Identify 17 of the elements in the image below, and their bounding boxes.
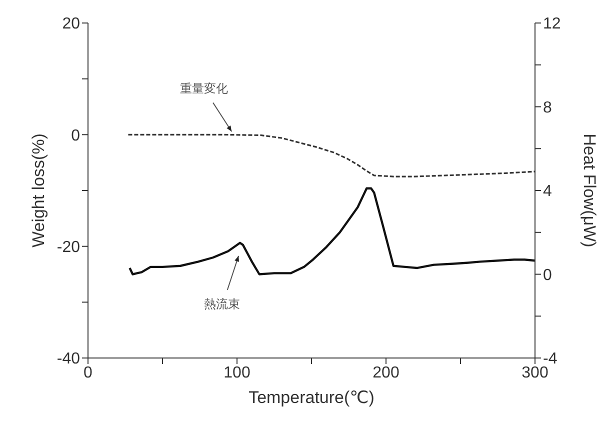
- x-tick-label: 200: [372, 364, 400, 382]
- x-tick-label: 100: [224, 364, 250, 382]
- y-tick-label: -20: [56, 239, 80, 256]
- x-axis-title: Temperature(℃): [248, 388, 374, 407]
- y-axis-title: Weight loss(%): [29, 134, 48, 248]
- y2-axis-title: Heat Flow(μW): [580, 134, 599, 248]
- y-tick-label: -40: [56, 350, 80, 368]
- x-tick-label: 0: [84, 364, 93, 382]
- annotation: 重量変化: [180, 82, 228, 96]
- y2-tick-label: 4: [543, 183, 552, 200]
- y2-tick-label: 8: [543, 99, 552, 116]
- y-tick-label: 0: [71, 127, 80, 144]
- y-tick-label: 20: [62, 16, 80, 33]
- y2-tick-label: 12: [543, 16, 561, 33]
- annotation: 熱流束: [204, 296, 240, 311]
- y2-tick-label: 0: [543, 266, 552, 284]
- line-series: [128, 187, 535, 276]
